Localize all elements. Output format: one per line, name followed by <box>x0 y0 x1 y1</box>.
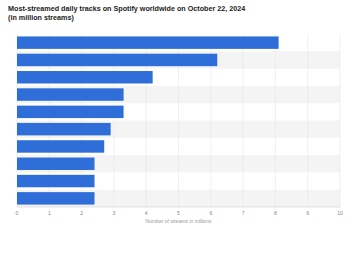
chart: Most-streamed daily tracks on Spotify wo… <box>0 0 355 253</box>
chart-svg: Most-streamed daily tracks on Spotify wo… <box>0 0 355 253</box>
title: Most-streamed daily tracks on Spotify wo… <box>8 4 245 22</box>
bar <box>17 192 95 204</box>
x-axis-line <box>17 207 340 208</box>
bar <box>17 54 217 66</box>
grid-line <box>243 34 244 207</box>
x-tick-label: 1 <box>48 210 51 216</box>
x-tick-label: 9 <box>306 210 309 216</box>
x-axis-label: Number of streams in millions <box>146 218 212 224</box>
bar <box>17 88 124 100</box>
x-tick-label: 10 <box>337 210 343 216</box>
x-tick-label: 4 <box>145 210 148 216</box>
row-stripe <box>17 51 340 68</box>
x-tick-label: 6 <box>209 210 212 216</box>
bar <box>17 71 153 83</box>
grid-line <box>275 34 276 207</box>
x-tick-label: 2 <box>80 210 83 216</box>
grid-line <box>340 34 341 207</box>
x-tick-label: 3 <box>113 210 116 216</box>
x-tick-label: 8 <box>274 210 277 216</box>
bar <box>17 123 111 135</box>
bars <box>17 36 279 204</box>
bar <box>17 36 279 48</box>
bar <box>17 140 104 152</box>
x-tick-label: 7 <box>242 210 245 216</box>
x-tick-label: 5 <box>177 210 180 216</box>
bar <box>17 158 95 170</box>
bar <box>17 106 124 118</box>
bar <box>17 175 95 187</box>
x-tick-label: 0 <box>16 210 19 216</box>
grid-line <box>307 34 308 207</box>
